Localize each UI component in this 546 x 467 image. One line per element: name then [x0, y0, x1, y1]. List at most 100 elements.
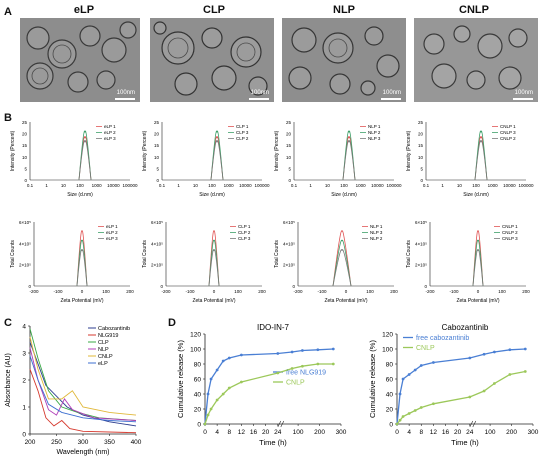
tem-title-nlp: NLP	[333, 4, 355, 16]
tem-scale-bar-cnlp	[513, 98, 533, 100]
y-tick-label: 15	[22, 143, 28, 148]
x-tick-label: 0.1	[27, 183, 34, 188]
y-tick-label: 0	[389, 422, 393, 429]
y-axis-label: Intensity (Percent)	[406, 130, 412, 171]
release-data-point	[276, 371, 280, 375]
release-data-point	[300, 349, 304, 352]
y-tick-label: 80	[386, 362, 394, 369]
legend-entry: CNLP 1	[500, 124, 516, 129]
y-tick-label: 15	[154, 143, 160, 148]
dls-zeta-plot-4: 0 2×10⁵ 4×10⁵ 6×10⁵ -200 -100 0 100 200 Zeta Pote…	[406, 220, 530, 304]
size-distribution-peak	[342, 140, 356, 181]
legend-entry: CLP 1	[236, 124, 249, 129]
legend-entry: CLP 3	[236, 130, 249, 135]
y-tick-label: 20	[194, 407, 202, 414]
x-tick-label: 10000	[107, 183, 120, 188]
zeta-distribution-peak	[332, 239, 352, 287]
legend-entry: eLP	[98, 361, 108, 367]
y-axis-label: Intensity (Percent)	[10, 130, 16, 171]
x-axis-label: Zeta Potential (mV)	[456, 298, 499, 304]
legend-entry: NLP 2	[368, 130, 381, 135]
x-tick-label: 100000	[518, 183, 534, 188]
release-data-point	[398, 418, 402, 422]
legend-entry: CNLP	[286, 380, 305, 387]
x-axis-label: Zeta Potential (mV)	[192, 298, 235, 304]
release-data-point	[203, 422, 207, 426]
chart-title: IDO-IN-7	[257, 323, 290, 332]
y-tick-label: 60	[386, 377, 394, 384]
x-tick-label: 24	[466, 429, 474, 436]
zeta-distribution-peak	[332, 249, 352, 287]
legend-entry: eLP 1	[106, 224, 118, 229]
x-tick-label: 200	[258, 289, 266, 294]
release-data-point	[276, 352, 280, 355]
x-tick-label: -100	[185, 289, 195, 294]
size-distribution-peak	[78, 140, 92, 181]
x-tick-label: 20	[262, 429, 270, 436]
y-tick-label: 6×10⁵	[151, 220, 163, 225]
x-tick-label: 100000	[254, 183, 270, 188]
y-tick-label: 10	[22, 155, 28, 160]
x-tick-label: 0.1	[291, 183, 298, 188]
x-axis-label: Size (d.nm)	[331, 192, 357, 198]
tem-image-elp: 100nm	[20, 18, 140, 102]
tem-scale-bar-elp	[115, 98, 135, 100]
y-tick-label: 25	[418, 120, 424, 125]
release-data-point	[401, 415, 405, 418]
y-axis-label: Cumulative release (%)	[368, 340, 377, 418]
release-data-point	[240, 380, 243, 384]
release-data-point	[407, 412, 411, 415]
x-tick-label: 1	[309, 183, 312, 188]
release-data-point	[221, 359, 225, 363]
x-tick-label: 0	[345, 289, 348, 294]
x-tick-label: 16	[442, 429, 450, 436]
x-tick-label: 300	[78, 439, 89, 446]
y-tick-label: 2	[22, 378, 26, 385]
legend-entry: CNLP 1	[502, 224, 518, 229]
y-tick-label: 20	[418, 132, 424, 137]
y-axis-label: Total Counts	[142, 240, 148, 268]
tem-image-nlp: 100nm	[282, 18, 406, 102]
legend-entry: CLP	[98, 340, 109, 346]
size-distribution-peak	[474, 130, 488, 181]
y-tick-label: 15	[418, 143, 424, 148]
tem-scale-bar-clp	[249, 98, 269, 100]
panel-label-d: D	[168, 317, 176, 329]
release-data-point	[401, 377, 405, 381]
legend-entry: CNLP	[416, 345, 435, 352]
release-data-point	[432, 361, 435, 364]
chart-title: Cabozantinib	[442, 323, 489, 332]
x-axis-label: Wavelength (nm)	[56, 449, 109, 456]
x-tick-label: 100	[472, 183, 480, 188]
y-axis-label: Total Counts	[274, 240, 280, 268]
x-tick-label: 4	[215, 429, 219, 436]
y-tick-label: 20	[22, 132, 28, 137]
x-tick-label: -100	[449, 289, 459, 294]
zeta-distribution-peak	[208, 230, 220, 287]
x-tick-label: 10000	[239, 183, 252, 188]
x-tick-label: 200	[522, 289, 530, 294]
y-tick-label: 5	[420, 166, 423, 171]
y-tick-label: 25	[286, 120, 292, 125]
x-tick-label: 1000	[224, 183, 235, 188]
release-data-point	[221, 392, 225, 396]
x-axis-label: Time (h)	[451, 438, 479, 447]
x-tick-label: 250	[51, 439, 62, 446]
legend-entry: CLP 1	[238, 224, 251, 229]
legend-entry: eLP 2	[104, 130, 116, 135]
x-tick-label: 100	[293, 429, 304, 436]
legend-entry: eLP 2	[106, 230, 118, 235]
x-tick-label: 100	[208, 183, 216, 188]
release-data-point	[508, 348, 512, 352]
x-tick-label: 1000	[356, 183, 367, 188]
y-tick-label: 0	[22, 432, 26, 439]
tem-scale-label-cnlp: 100nm	[514, 90, 533, 96]
x-tick-label: 0.1	[423, 183, 430, 188]
release-data-point	[468, 356, 472, 360]
x-tick-label: 1	[441, 183, 444, 188]
tem-micrograph-clp	[150, 18, 274, 102]
release-data-point	[508, 373, 512, 376]
y-tick-label: 10	[154, 155, 160, 160]
y-tick-label: 0	[28, 284, 31, 289]
y-tick-label: 0	[24, 178, 27, 183]
